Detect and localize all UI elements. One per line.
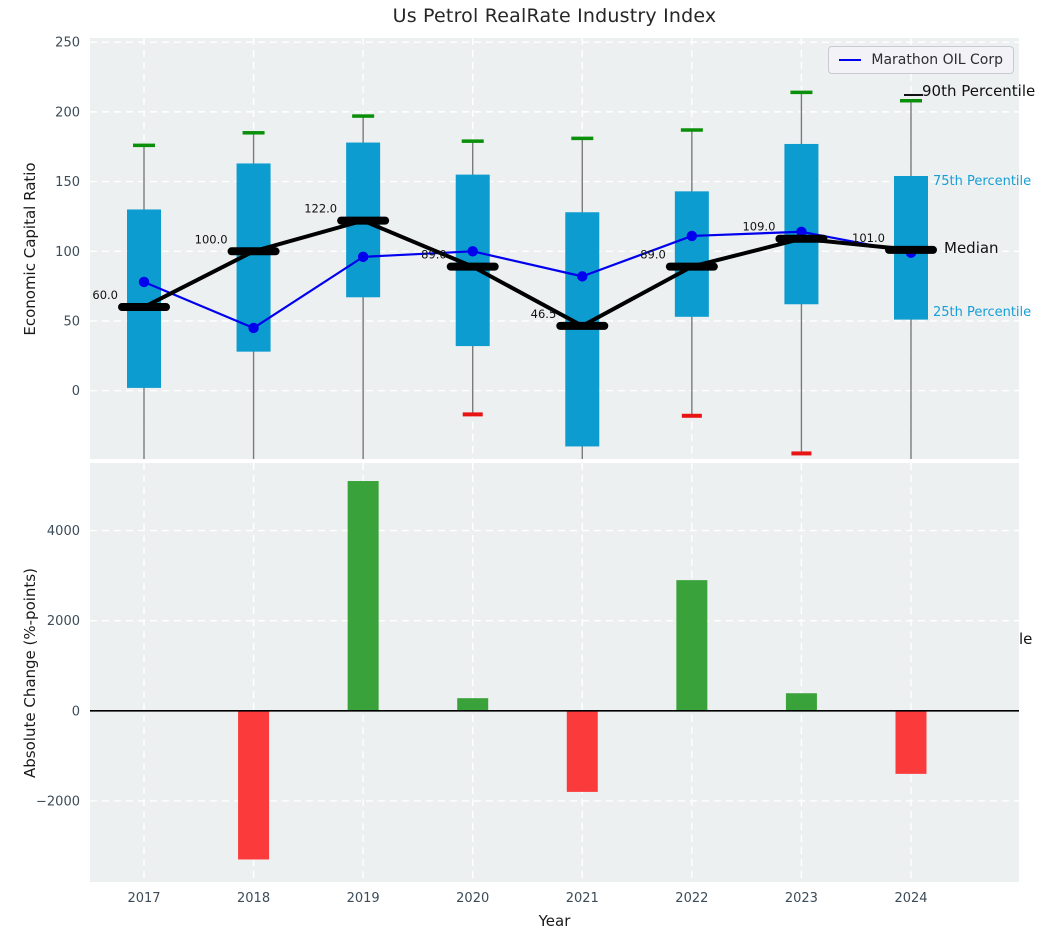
marathon-dot-2022: [686, 230, 698, 242]
plot-background: [90, 463, 1019, 882]
p90-cap-2024: [899, 98, 922, 103]
p90-cap-2019: [352, 114, 375, 118]
top-y-axis-label: Economic Capital Ratio: [21, 162, 39, 336]
marathon-dot-2019: [357, 251, 369, 263]
median-marker-2022: [665, 262, 718, 271]
x-tick-label: 2018: [237, 891, 270, 906]
median-value-label-2017: 60.0: [92, 288, 118, 302]
marathon-dot-2017: [138, 276, 150, 288]
p10-cap-2020: [462, 412, 483, 417]
median-value-label-2024: 101.0: [852, 231, 885, 245]
bar-2018: [238, 710, 270, 860]
median-marker-2023: [775, 234, 828, 243]
p90-cap-2021: [571, 136, 594, 141]
median-line: [143, 218, 912, 328]
median-label: Median: [944, 239, 999, 257]
y-tick-label: 4000: [47, 524, 80, 539]
median-marker-2019: [337, 216, 390, 225]
marathon-dot-2021: [577, 271, 588, 282]
p75-percentile-label: 75th Percentile: [933, 174, 1032, 189]
median-marker-2021: [556, 321, 609, 330]
legend: Marathon OIL Corp: [828, 46, 1014, 74]
median-value-label-2020: 89.0: [421, 248, 447, 262]
box-2017: [127, 209, 161, 388]
median-marker-2017: [118, 303, 170, 312]
p10-cap-2023: [791, 451, 812, 456]
median-value-label-2018: 100.0: [195, 232, 228, 246]
median-value-label-2022: 89.0: [640, 248, 666, 262]
bar-2024: [895, 710, 927, 774]
y-tick-label: 50: [63, 314, 80, 329]
box-2022: [674, 191, 709, 317]
median-value-label-2023: 109.0: [742, 220, 775, 234]
p10-cap-2022: [681, 413, 702, 418]
x-tick-label: 2024: [894, 891, 927, 906]
bar-2022: [676, 580, 708, 711]
bar-2019: [347, 481, 379, 711]
legend-line-icon: [839, 59, 862, 61]
y-tick-label: 150: [55, 175, 80, 190]
x-axis-label: Year: [538, 912, 571, 930]
x-tick-label: 2023: [785, 891, 818, 906]
median-marker-2018: [227, 247, 280, 256]
p90-cap-2023: [790, 90, 813, 95]
marathon-dot-2020: [467, 246, 478, 257]
y-tick-label: 100: [55, 245, 80, 260]
x-tick-label: 2020: [456, 891, 489, 906]
p90-cap-2018: [242, 131, 265, 135]
marathon-dot-2023: [796, 226, 807, 237]
p90-cap-2020: [461, 139, 484, 143]
bar-2021: [566, 710, 598, 792]
x-tick-label: 2022: [675, 891, 708, 906]
page-title: Us Petrol RealRate Industry Index: [392, 5, 717, 27]
x-tick-label: 2021: [566, 891, 599, 906]
x-tick-label: 2019: [347, 891, 380, 906]
bottom-y-axis-label: Absolute Change (%-points): [21, 568, 39, 778]
y-tick-label: 0: [72, 384, 80, 399]
p90-leader-line: [904, 94, 923, 96]
x-tick-label: 2017: [127, 891, 160, 906]
y-tick-label: 2000: [47, 614, 80, 629]
marathon-line: [143, 230, 912, 330]
bar-2020: [457, 698, 489, 711]
p90-percentile-label: 90th Percentile: [922, 82, 1036, 100]
median-marker-2020: [446, 262, 499, 271]
p90-cap-2017: [133, 143, 155, 148]
median-value-label-2021: 46.5: [531, 307, 557, 321]
y-tick-label: −2000: [36, 794, 80, 809]
p25-percentile-label: 25th Percentile: [933, 305, 1032, 320]
bar-2023: [785, 693, 817, 711]
y-tick-label: 250: [55, 36, 80, 51]
clipped-label-fragment: le: [1019, 630, 1033, 648]
box-2023: [784, 143, 819, 305]
median-value-label-2019: 122.0: [304, 202, 337, 216]
marathon-dot-2018: [248, 322, 259, 334]
y-tick-label: 0: [72, 704, 80, 719]
median-marker-2024: [884, 245, 937, 254]
p90-cap-2022: [680, 128, 703, 132]
y-tick-label: 200: [55, 105, 80, 120]
legend-label: Marathon OIL Corp: [871, 52, 1003, 68]
